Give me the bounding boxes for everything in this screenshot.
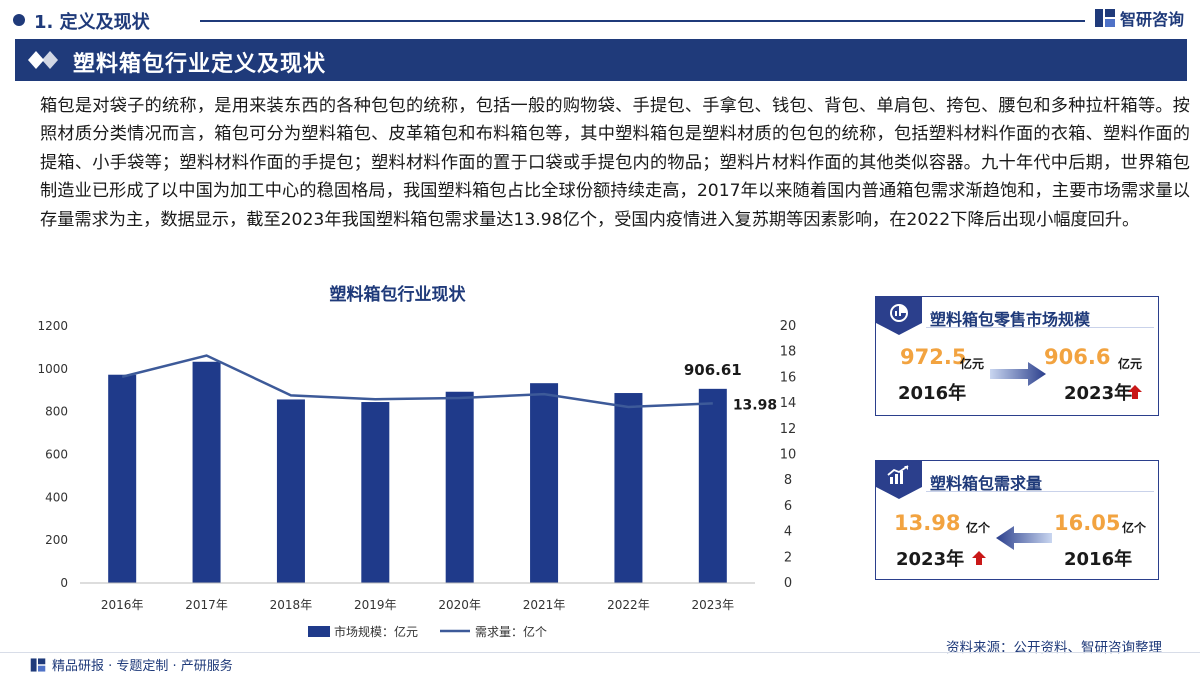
demand-past-unit: 亿个 bbox=[1122, 521, 1147, 535]
retail-from-unit: 亿元 bbox=[960, 357, 985, 371]
section-bullet-icon bbox=[13, 14, 25, 26]
card-divider bbox=[926, 491, 1154, 492]
right-axis-tick-label: 8 bbox=[784, 473, 792, 488]
x-axis-tick-label: 2017年 bbox=[185, 598, 228, 612]
title-band: 塑料箱包行业定义及现状 bbox=[15, 39, 1187, 81]
diamond-icon bbox=[28, 51, 58, 69]
left-axis-tick-label: 0 bbox=[60, 576, 68, 590]
x-axis-tick-label: 2019年 bbox=[354, 598, 397, 612]
section-label: 1. 定义及现状 bbox=[34, 12, 150, 33]
left-axis-tick-label: 800 bbox=[45, 405, 68, 419]
legend-label-bar: 市场规模：亿元 bbox=[334, 624, 418, 639]
right-axis-tick-label: 6 bbox=[784, 499, 792, 514]
bar-data-label: 906.61 bbox=[684, 361, 742, 379]
chart-title: 塑料箱包行业现状 bbox=[330, 284, 467, 305]
x-axis-tick-label: 2023年 bbox=[692, 598, 735, 612]
card-header: 塑料箱包需求量 bbox=[876, 461, 1158, 499]
right-axis-tick-label: 2 bbox=[784, 550, 792, 565]
demand-card: 塑料箱包需求量 13.98 亿个 2023年 16.05 亿个 2016年 bbox=[875, 460, 1159, 580]
brand-logo-icon bbox=[1094, 9, 1115, 27]
x-axis-tick-label: 2021年 bbox=[523, 598, 566, 612]
card-divider bbox=[926, 327, 1154, 328]
right-axis-tick-label: 4 bbox=[784, 525, 792, 540]
x-axis-tick-label: 2016年 bbox=[101, 598, 144, 612]
right-axis-tick-label: 14 bbox=[780, 396, 797, 411]
bar-market-size bbox=[361, 402, 390, 583]
bar-market-size bbox=[530, 383, 559, 583]
chart-pie-icon bbox=[876, 297, 922, 335]
bar-market-size bbox=[445, 391, 474, 583]
x-axis-tick-label: 2018年 bbox=[270, 598, 313, 612]
footer-tagline-text: 精品研报 · 专题定制 · 产研服务 bbox=[52, 659, 233, 674]
demand-current-unit: 亿个 bbox=[966, 521, 991, 535]
brand-logo-icon bbox=[30, 657, 46, 672]
footer-tagline: 精品研报 · 专题定制 · 产研服务 bbox=[30, 655, 233, 674]
right-arrow-icon bbox=[990, 362, 1046, 386]
right-axis-tick-label: 12 bbox=[780, 422, 797, 437]
line-data-label: 13.98 bbox=[733, 397, 777, 413]
retail-from-year: 2016年 bbox=[898, 383, 967, 404]
intro-paragraph: 箱包是对袋子的统称，是用来装东西的各种包包的统称，包括一般的购物袋、手提包、手拿… bbox=[40, 96, 1190, 230]
bar-market-size bbox=[614, 393, 643, 583]
retail-from-value: 972.5 bbox=[900, 345, 967, 369]
retail-size-card: 塑料箱包零售市场规模 972.5 亿元 2016年 906.6 亿元 2023年 bbox=[875, 296, 1159, 416]
footer-divider bbox=[0, 652, 1200, 653]
chart-svg: 塑料箱包行业现状 0 200 400 600 800 1000 1200 0 2 4 6 8 10 12 14… bbox=[37, 284, 797, 639]
right-axis-tick-label: 16 bbox=[780, 370, 797, 385]
brand-name: 智研咨询 bbox=[1119, 10, 1184, 29]
x-axis-tick-label: 2022年 bbox=[607, 598, 650, 612]
right-axis-tick-label: 10 bbox=[780, 448, 797, 463]
card-title: 塑料箱包需求量 bbox=[930, 474, 1043, 493]
trend-chart-icon bbox=[876, 461, 922, 499]
legend-swatch-bar bbox=[308, 626, 330, 637]
up-arrow-icon bbox=[972, 551, 986, 565]
card-header: 塑料箱包零售市场规模 bbox=[876, 297, 1158, 335]
retail-to-value: 906.6 bbox=[1044, 345, 1111, 369]
line-demand bbox=[121, 354, 713, 409]
bar-market-size bbox=[276, 399, 305, 583]
demand-past-year: 2016年 bbox=[1064, 549, 1133, 570]
right-axis-tick-label: 20 bbox=[780, 319, 797, 334]
left-arrow-icon bbox=[996, 526, 1052, 550]
page-title: 塑料箱包行业定义及现状 bbox=[73, 52, 327, 77]
left-axis-tick-label: 200 bbox=[45, 533, 68, 547]
retail-to-year: 2023年 bbox=[1064, 383, 1133, 404]
demand-current-value: 13.98 bbox=[894, 511, 961, 535]
retail-to-unit: 亿元 bbox=[1118, 357, 1143, 371]
brand: 智研咨询 bbox=[1094, 6, 1184, 30]
combo-chart: 塑料箱包行业现状 0 200 400 600 800 1000 1200 0 2 4 6 8 10 12 14… bbox=[0, 280, 800, 660]
up-arrow-icon bbox=[1128, 385, 1142, 399]
left-axis-tick-label: 1200 bbox=[37, 319, 68, 333]
right-axis-tick-label: 18 bbox=[780, 345, 797, 360]
legend-label-line: 需求量：亿个 bbox=[475, 624, 547, 639]
header-divider bbox=[200, 20, 1085, 22]
top-header: 1. 定义及现状 智研咨询 bbox=[0, 0, 1200, 40]
card-title: 塑料箱包零售市场规模 bbox=[930, 310, 1091, 329]
bar-market-size bbox=[698, 388, 727, 583]
right-axis-tick-label: 0 bbox=[784, 576, 792, 591]
bar-market-size bbox=[108, 374, 137, 583]
left-axis-tick-label: 400 bbox=[45, 490, 68, 504]
left-axis-tick-label: 600 bbox=[45, 448, 68, 462]
left-axis-tick-label: 1000 bbox=[37, 362, 68, 376]
source-note: 资料来源：公开资料、智研咨询整理 bbox=[946, 640, 1162, 656]
x-axis-tick-label: 2020年 bbox=[438, 598, 481, 612]
bar-market-size bbox=[192, 361, 221, 583]
demand-current-year: 2023年 bbox=[896, 549, 965, 570]
demand-past-value: 16.05 bbox=[1054, 511, 1121, 535]
